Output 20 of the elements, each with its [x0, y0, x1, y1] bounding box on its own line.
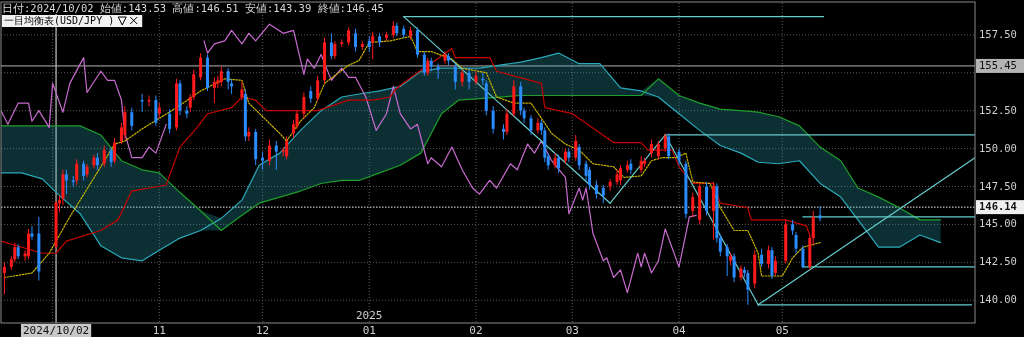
x-tick-label: 12: [255, 324, 270, 337]
y-tick-label: 157.50: [979, 27, 1017, 40]
x-tick-label: 05: [775, 324, 789, 337]
ref-line-label: 2024/10/02: [22, 324, 90, 337]
y-tick-label: 147.50: [979, 179, 1017, 192]
x-tick-label: 01: [362, 324, 376, 337]
x-tick-label: 11: [152, 324, 166, 337]
y-tick-label: 140.00: [979, 293, 1017, 306]
y-tick-label: 145.00: [979, 217, 1017, 230]
x-tick-label: 04: [672, 324, 687, 337]
y-tick-label: 142.50: [979, 255, 1017, 268]
x-tick-label: 03: [565, 324, 579, 337]
ref-line-label: 155.45: [979, 58, 1017, 71]
text: 一目均衡表(USD/JPY ): [4, 15, 115, 26]
x-tick-label: 02: [469, 324, 483, 337]
ref-line-label: 146.14: [979, 200, 1017, 213]
annotation: 2025: [356, 309, 383, 322]
y-tick-label: 152.50: [979, 103, 1017, 116]
y-tick-label: 150.00: [979, 141, 1017, 154]
chart-subtitle: 日付:2024/10/02 始値:143.53 高値:146.51 安値:143.39 終値:146.45: [2, 2, 384, 14]
